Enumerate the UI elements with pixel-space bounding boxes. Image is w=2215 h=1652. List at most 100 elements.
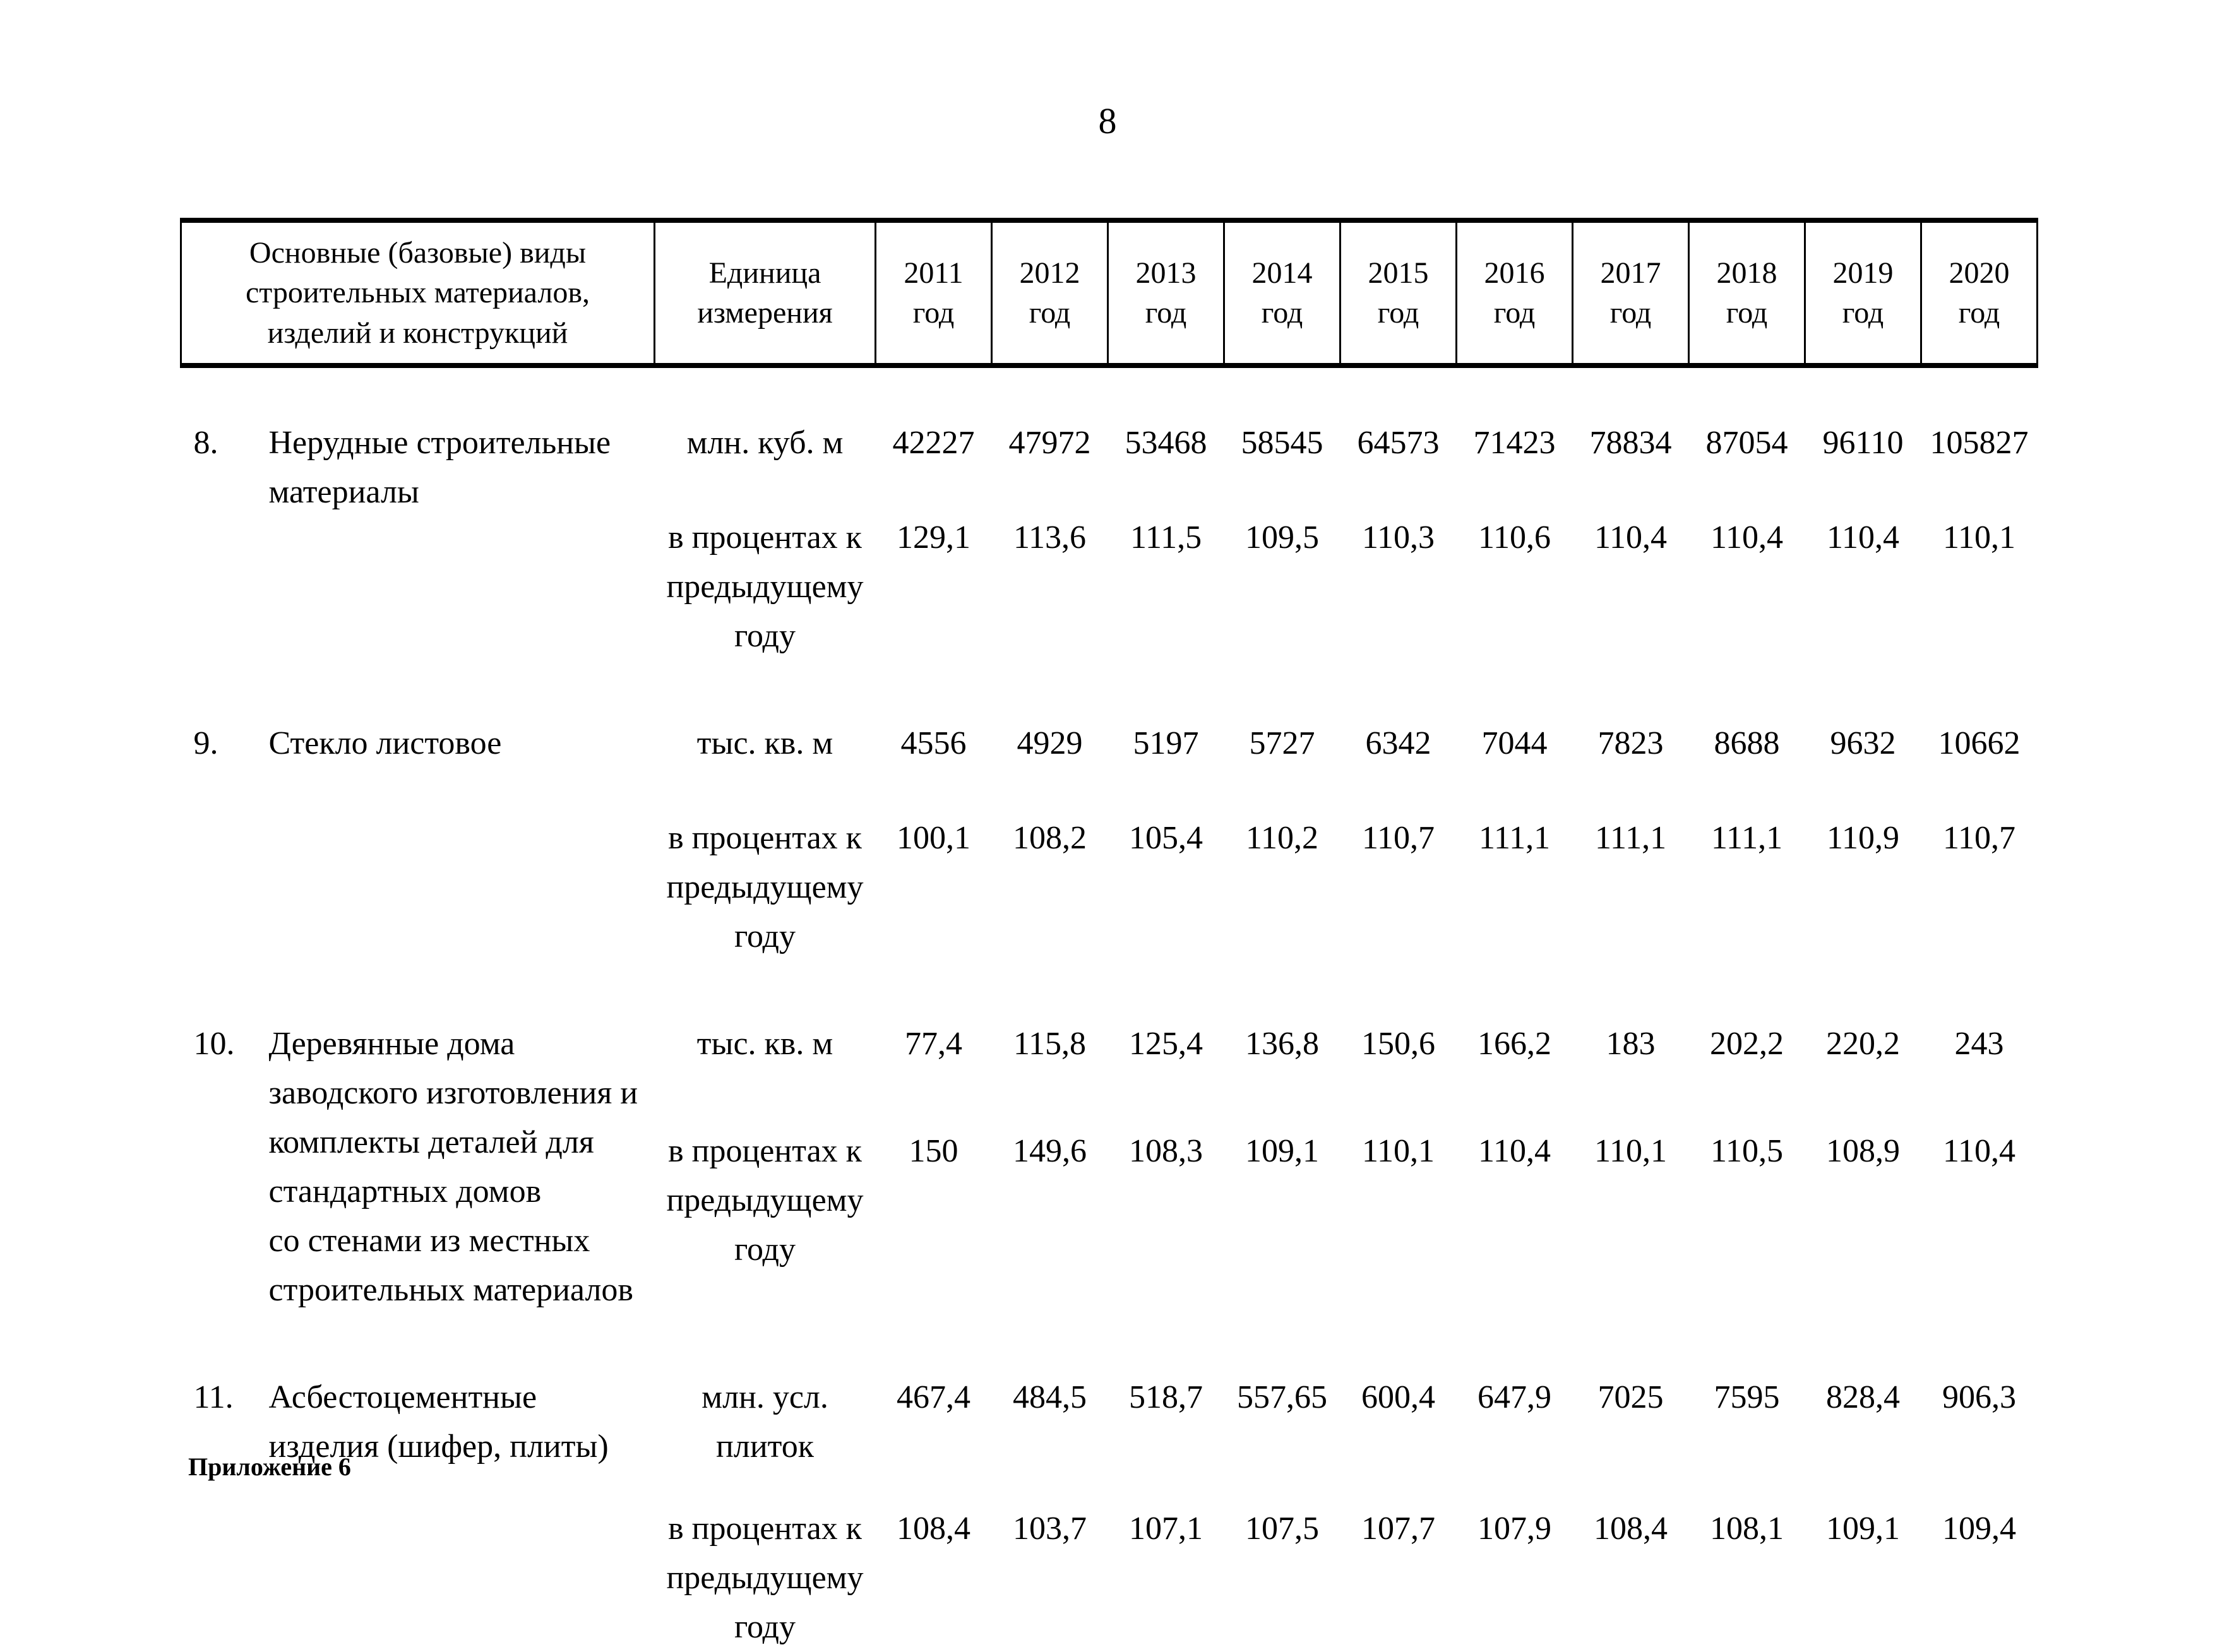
value-cell: 7823 [1597,725,1664,762]
percent-cell: 110,4 [1710,520,1784,556]
row-number-spacer [181,1092,266,1315]
value-cell: 243 [1954,1026,2004,1062]
percent-cell: 110,9 [1826,820,1900,857]
value-cell: 518,7 [1129,1379,1203,1416]
value-cell: 125,4 [1129,1026,1203,1062]
value-cell: 6342 [1365,725,1431,762]
percent-cell: 110,7 [1361,820,1435,857]
percent-cell: 111,1 [1711,820,1783,857]
unit-cell: млн. куб. м [686,425,844,461]
value-cell: 600,4 [1361,1379,1436,1416]
table-row-quantity: 9. Стекло листовое тыс. кв. м 4556 4929 51… [181,661,2038,768]
header-year-2014: 2014 год [1223,217,1342,369]
value-cell: 9632 [1830,725,1896,762]
table-header-row: Основные (базовые) виды строительных мат… [179,217,2039,369]
percent-cell: 150 [909,1133,958,1170]
header-year-2016: 2016 год [1455,217,1574,369]
percent-cell: 111,1 [1478,820,1551,857]
value-cell: 78834 [1589,425,1672,461]
header-year-2017: 2017 год [1572,217,1690,369]
percent-cell: 109,1 [1245,1133,1320,1170]
percent-cell: 110,1 [1942,520,2016,556]
percent-cell: 110,4 [1594,520,1668,556]
row-number-spacer [181,1471,266,1652]
percent-cell: 107,9 [1478,1511,1552,1547]
material-name: Стекло листовое [268,725,502,762]
header-year-2020: 2020 год [1920,217,2039,369]
table-body: 8. Нерудные строительные материалы млн. … [181,365,2038,1652]
percent-cell: 100,1 [897,820,971,857]
header-year-2013: 2013 год [1107,217,1226,369]
percent-cell: 110,4 [1826,520,1900,556]
value-cell: 7595 [1714,1379,1780,1416]
value-cell: 96110 [1822,425,1904,461]
unit-cell: млн. усл. плиток [702,1379,828,1465]
percent-cell: 110,1 [1361,1133,1435,1170]
row-number: 10. [193,1026,235,1062]
value-cell: 467,4 [897,1379,971,1416]
value-cell: 166,2 [1478,1026,1552,1062]
percent-cell: 110,4 [1478,1133,1551,1170]
material-name: Нерудные строительные материалы [268,425,611,511]
value-cell: 47972 [1008,425,1091,461]
percent-cell: 108,3 [1129,1133,1203,1170]
percent-cell: 109,1 [1826,1511,1901,1547]
header-unit: Единица измерения [654,217,877,369]
value-cell: 647,9 [1478,1379,1552,1416]
unit-cell: тыс. кв. м [696,1026,833,1062]
percent-cell: 110,1 [1594,1133,1668,1170]
table-row-quantity: 11. Асбестоцементные изделия (шифер, пли… [181,1315,2038,1471]
value-cell: 557,65 [1237,1379,1328,1416]
percent-label-cell: в процентах к предыдущему году [666,820,864,955]
value-cell: 5197 [1133,725,1199,762]
value-cell: 7025 [1597,1379,1664,1416]
percent-cell: 110,2 [1245,820,1319,857]
header-materials: Основные (базовые) виды строительных мат… [179,217,656,369]
value-cell: 8688 [1714,725,1780,762]
materials-table: Основные (базовые) виды строительных мат… [179,217,2039,1652]
value-cell: 115,8 [1013,1026,1087,1062]
value-cell: 220,2 [1826,1026,1901,1062]
value-cell: 202,2 [1710,1026,1784,1062]
percent-cell: 109,5 [1245,520,1320,556]
value-cell: 7044 [1481,725,1548,762]
value-cell: 10662 [1938,725,2021,762]
unit-cell: тыс. кв. м [696,725,833,762]
material-name: Асбестоцементные изделия (шифер, плиты) [268,1379,609,1465]
header-year-2015: 2015 год [1339,217,1458,369]
material-name: Деревянные дома заводского изготовления … [268,1026,638,1309]
value-cell: 105827 [1930,425,2029,461]
value-cell: 136,8 [1245,1026,1320,1062]
percent-cell: 103,7 [1013,1511,1087,1547]
value-cell: 150,6 [1361,1026,1436,1062]
value-cell: 58545 [1241,425,1323,461]
table-row-quantity: 10. Деревянные дома заводского изготовле… [181,961,2038,1308]
percent-label-cell: в процентах к предыдущему году [666,1511,864,1646]
value-cell: 5727 [1249,725,1315,762]
header-year-2019: 2019 год [1804,217,1923,369]
footer-note: Приложение 6 [188,1453,351,1481]
row-number-spacer [181,768,266,961]
value-cell: 71423 [1473,425,1556,461]
percent-cell: 107,7 [1361,1511,1436,1547]
row-number-spacer [181,468,266,661]
percent-label-cell: в процентах к предыдущему году [666,1133,864,1268]
table-row-percent: в процентах к предыдущему году 129,1 113,… [181,468,2038,661]
percent-cell: 108,4 [1594,1511,1668,1547]
value-cell: 4929 [1017,725,1083,762]
value-cell: 87054 [1705,425,1788,461]
percent-cell: 129,1 [897,520,971,556]
percent-cell: 105,4 [1129,820,1203,857]
percent-label-cell: в процентах к предыдущему году [666,520,864,655]
value-cell: 42227 [892,425,975,461]
row-number: 11. [193,1379,234,1416]
row-number: 8. [193,425,218,461]
percent-cell: 108,4 [897,1511,971,1547]
percent-cell: 110,3 [1361,520,1435,556]
percent-cell: 108,1 [1710,1511,1784,1547]
percent-cell: 110,5 [1710,1133,1784,1170]
percent-cell: 111,1 [1594,820,1667,857]
percent-cell: 107,1 [1129,1511,1203,1547]
value-cell: 64573 [1357,425,1440,461]
percent-cell: 149,6 [1013,1133,1087,1170]
